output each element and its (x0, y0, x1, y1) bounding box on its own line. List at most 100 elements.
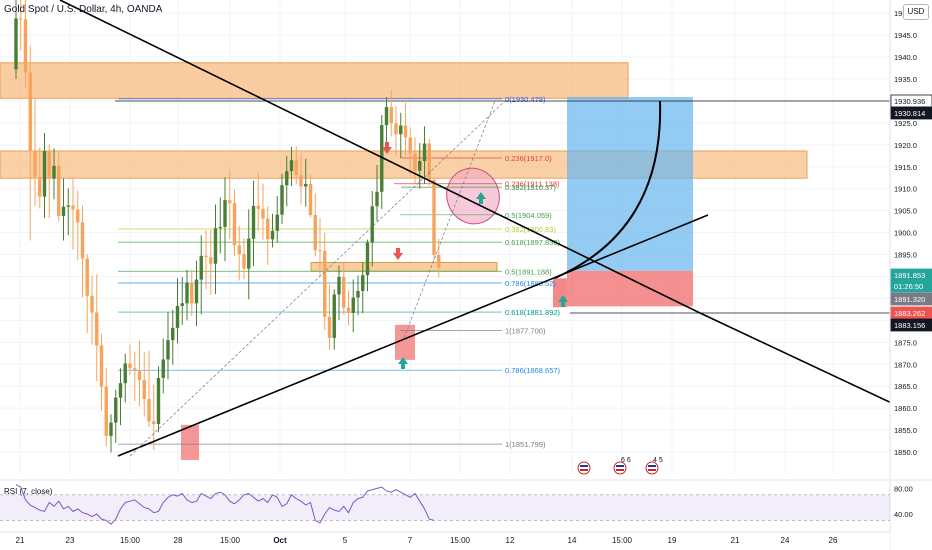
event-badge-label: 4 5 (653, 457, 663, 464)
candle-body (361, 275, 364, 291)
candle-body (24, 19, 27, 72)
price-tick: 1910.0 (894, 185, 917, 194)
candle-body (432, 180, 435, 255)
low-box (181, 425, 199, 460)
time-tick: 24 (781, 536, 790, 545)
candle-body (200, 256, 203, 280)
candle-body (276, 215, 279, 231)
price-tick: 1945.0 (894, 31, 917, 40)
price-label: 1891.853 (894, 271, 925, 280)
currency-badge[interactable]: USD (903, 4, 929, 20)
time-tick: 14 (568, 536, 577, 545)
candle-body (114, 398, 117, 423)
price-tick: 1860.0 (894, 404, 917, 413)
price-tick: 1900.0 (894, 229, 917, 238)
candle-body (48, 151, 51, 179)
time-tick: 21 (731, 536, 740, 545)
candle-body (71, 205, 74, 209)
fib-label: 0.618(1897.838) (505, 238, 561, 247)
candle-body (195, 280, 198, 304)
candle-body (166, 340, 169, 359)
candle-body (394, 123, 397, 134)
flag-stripe (648, 469, 656, 471)
candle-body (295, 160, 298, 175)
candle-body (242, 254, 245, 268)
flag-stripe (580, 469, 588, 471)
target-box (567, 97, 693, 271)
candle-body (304, 184, 307, 187)
time-tick: 7 (408, 536, 413, 545)
candle-body (19, 18, 22, 19)
fib-label: 0.618(1881.892) (505, 308, 561, 317)
rsi-tick: 80.00 (894, 484, 913, 493)
candle-body (404, 126, 407, 138)
candle-body (43, 151, 46, 197)
candle-body (333, 294, 336, 337)
candle-body (204, 256, 207, 257)
candle-body (280, 185, 283, 214)
price-tick: 1865.0 (894, 382, 917, 391)
flag-stripe (616, 469, 624, 471)
flag-stripe (580, 465, 588, 467)
candle-body (38, 177, 41, 197)
candle-body (162, 359, 165, 377)
time-tick: 15:00 (220, 536, 241, 545)
candle-body (290, 160, 293, 171)
candle-body (152, 421, 155, 424)
rsi-band (0, 495, 890, 521)
candle-body (143, 380, 146, 399)
candle-body (209, 257, 212, 264)
candle-body (299, 175, 302, 186)
price-label: 1883.262 (894, 309, 925, 318)
candle-body (133, 368, 136, 370)
candle-body (62, 207, 65, 216)
candle-body (385, 107, 388, 125)
candle-body (128, 363, 131, 368)
fib-label: 0.5(1904.059) (505, 211, 552, 220)
candle-body (124, 363, 127, 383)
candle-body (157, 378, 160, 424)
candle-body (271, 231, 274, 239)
flag-stripe (616, 465, 624, 467)
candle-body (337, 277, 340, 295)
time-tick: 5 (343, 536, 348, 545)
candle-body (76, 209, 79, 222)
candle-body (323, 251, 326, 317)
candle-body (81, 223, 84, 259)
rsi-label: RSI (7, close) (4, 487, 52, 496)
candle-body (318, 250, 321, 251)
candle-body (67, 205, 70, 206)
flag-stripe (648, 465, 656, 467)
candle-body (119, 383, 122, 397)
price-tick: 1915.0 (894, 163, 917, 172)
candle-body (428, 144, 431, 180)
price-tick: 1895.0 (894, 251, 917, 260)
candle-body (366, 243, 369, 275)
event-badge-label: 6 6 (621, 457, 631, 464)
fib-label: 1(1877.700) (505, 326, 546, 335)
candle-body (347, 308, 350, 313)
candle-body (57, 166, 60, 216)
candle-body (90, 296, 93, 313)
time-tick: 23 (66, 536, 75, 545)
price-tick: 1905.0 (894, 207, 917, 216)
candle-body (261, 209, 264, 219)
price-tick: 1870.0 (894, 360, 917, 369)
candle-body (223, 200, 226, 227)
price-label: 1891.320 (894, 295, 925, 304)
candle-body (176, 306, 179, 328)
chart-title: Gold Spot / U.S. Dollar, 4h, OANDA (4, 4, 162, 15)
candle-body (29, 72, 32, 151)
candle-body (171, 328, 174, 340)
candle-body (14, 18, 17, 69)
rsi-tick: 40.00 (894, 510, 913, 519)
candle-body (33, 151, 36, 176)
candle-body (86, 259, 89, 296)
candle-body (247, 239, 250, 269)
price-label: 1930.936 (894, 97, 925, 106)
candle-body (409, 137, 412, 153)
price-label: 01:26:50 (894, 282, 923, 291)
candle-body (314, 215, 317, 250)
